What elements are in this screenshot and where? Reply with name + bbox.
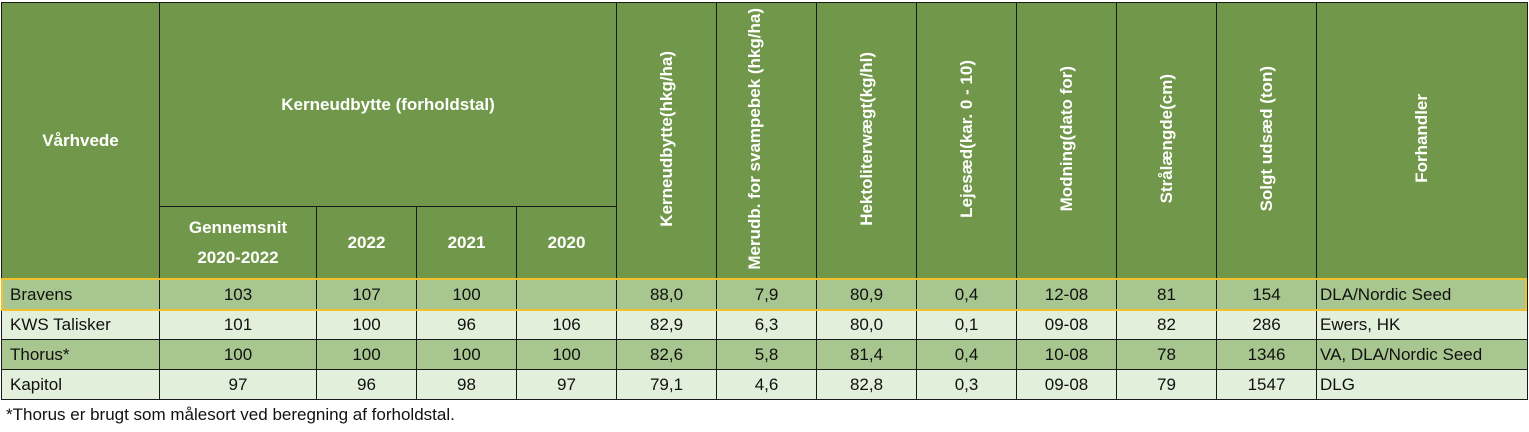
- header-maturity: Modning(dato for): [1016, 2, 1118, 280]
- cell-yield: 88,0: [616, 279, 718, 310]
- cell-hl: 82,8: [816, 369, 918, 400]
- cell-yield: 82,9: [616, 309, 718, 340]
- cell-maturity: 09-08: [1016, 309, 1118, 340]
- cell-extra: 5,8: [716, 339, 818, 370]
- table-row: Thorus* 100 100 100 100 82,6 5,8 81,4 0,4 10-08 78…: [1, 339, 1529, 370]
- cell-extra: 6,3: [716, 309, 818, 340]
- header-2021: 2021: [416, 206, 517, 280]
- cell-y2022: 107: [316, 279, 417, 310]
- cell-dealer: DLG: [1316, 369, 1529, 400]
- cell-sold: 1346: [1216, 339, 1318, 370]
- cell-dealer: DLA/Nordic Seed: [1316, 279, 1529, 310]
- cell-y2020: 106: [515, 309, 618, 340]
- cell-sold: 1547: [1216, 369, 1318, 400]
- cell-avg: 103: [159, 279, 317, 310]
- header-avg: Gennemsnit 2020-2022: [159, 206, 317, 280]
- cell-avg: 101: [159, 309, 317, 340]
- cell-lodging: 0,1: [916, 309, 1018, 340]
- header-seed-sold: Solgt udsæd (ton): [1216, 2, 1318, 280]
- cell-lodging: 0,4: [916, 339, 1018, 370]
- cell-name: Kapitol: [1, 369, 160, 400]
- cell-name: Thorus*: [1, 339, 160, 370]
- cell-y2022: 100: [316, 339, 417, 370]
- cell-sold: 154: [1216, 279, 1318, 310]
- header-hectoliter: Hektoliterwægt(kg/hl): [816, 2, 918, 280]
- header-lodging: Lejesæd(kar. 0 - 10): [916, 2, 1018, 280]
- header-2020: 2020: [515, 206, 618, 280]
- cell-y2021: 96: [416, 309, 517, 340]
- header-2022: 2022: [316, 206, 417, 280]
- cell-straw: 82: [1116, 309, 1218, 340]
- cell-lodging: 0,4: [916, 279, 1018, 310]
- cell-straw: 79: [1116, 369, 1218, 400]
- cell-y2022: 100: [316, 309, 417, 340]
- table-row: Bravens 103 107 100 88,0 7,9 80,9 0,4 12-08 81 154…: [1, 279, 1529, 310]
- table-row: KWS Talisker 101 100 96 106 82,9 6,3 80,0 0,1 09-…: [1, 309, 1529, 340]
- cell-name: KWS Talisker: [1, 309, 160, 340]
- variety-table: Vårhvede Kerneudbytte (forholdstal) Kern…: [1, 2, 1529, 400]
- cell-hl: 80,9: [816, 279, 918, 310]
- cell-dealer: VA, DLA/Nordic Seed: [1316, 339, 1529, 370]
- cell-extra: 4,6: [716, 369, 818, 400]
- table-row: Kapitol 97 96 98 97 79,1 4,6 82,8 0,3 09-08 79 1547…: [1, 369, 1529, 400]
- cell-y2021: 98: [416, 369, 517, 400]
- header-yield-group: Kerneudbytte (forholdstal): [158, 2, 618, 207]
- cell-maturity: 09-08: [1016, 369, 1118, 400]
- cell-yield: 82,6: [616, 339, 718, 370]
- cell-maturity: 12-08: [1016, 279, 1118, 310]
- footnote: *Thorus er brugt som målesort ved beregn…: [6, 405, 455, 424]
- cell-straw: 78: [1116, 339, 1218, 370]
- header-dealer: Forhandler: [1316, 2, 1529, 280]
- header-yield: Kerneudbytte(hkg/ha): [616, 2, 718, 280]
- cell-name: Bravens: [1, 279, 160, 310]
- cell-maturity: 10-08: [1016, 339, 1118, 370]
- cell-y2020: 100: [515, 339, 618, 370]
- cell-dealer: Ewers, HK: [1316, 309, 1529, 340]
- cell-extra: 7,9: [716, 279, 818, 310]
- cell-hl: 81,4: [816, 339, 918, 370]
- cell-y2020: 97: [515, 369, 618, 400]
- cell-y2022: 96: [316, 369, 417, 400]
- cell-avg: 97: [159, 369, 317, 400]
- header-extra-yield: Merudb. for svampebek (hkg/ha): [716, 2, 818, 280]
- cell-sold: 286: [1216, 309, 1318, 340]
- header-variety: Vårhvede: [1, 2, 160, 280]
- cell-hl: 80,0: [816, 309, 918, 340]
- cell-y2021: 100: [416, 279, 517, 310]
- cell-straw: 81: [1116, 279, 1218, 310]
- cell-yield: 79,1: [616, 369, 718, 400]
- cell-avg: 100: [159, 339, 317, 370]
- cell-y2020: [515, 279, 618, 310]
- cell-y2021: 100: [416, 339, 517, 370]
- cell-lodging: 0,3: [916, 369, 1018, 400]
- header-straw: Strålængde(cm): [1116, 2, 1218, 280]
